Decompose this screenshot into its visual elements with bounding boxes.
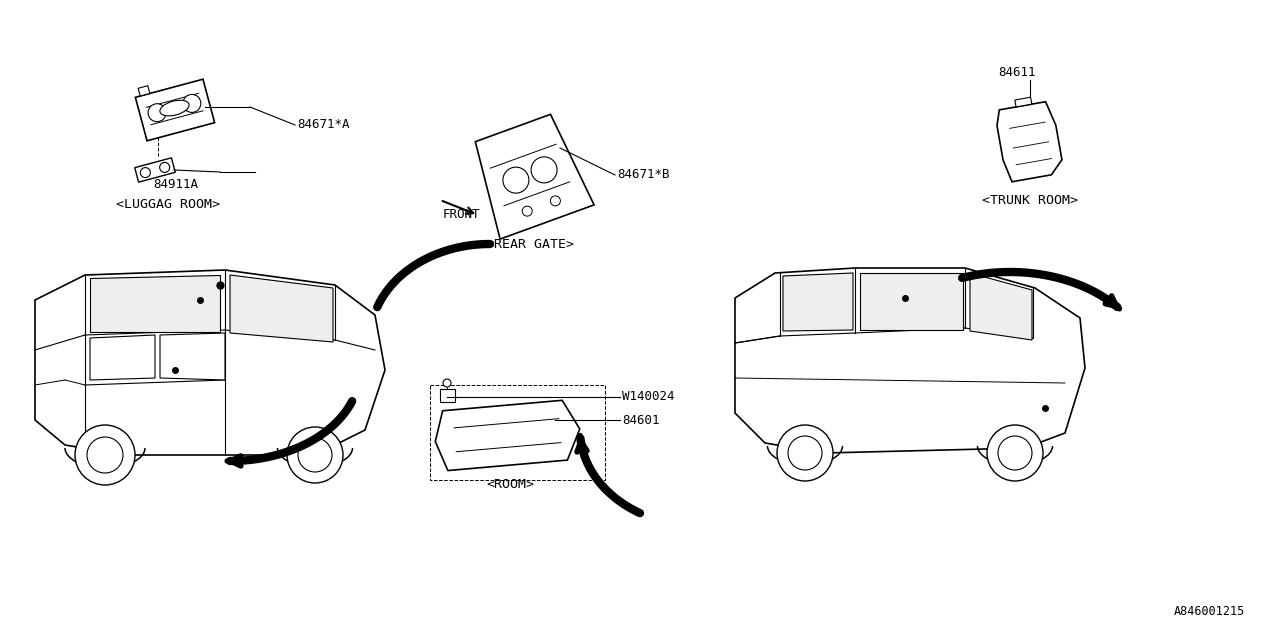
Polygon shape [90,335,155,380]
Circle shape [148,104,166,122]
Circle shape [443,379,451,387]
Polygon shape [160,333,225,380]
Text: <TRUNK ROOM>: <TRUNK ROOM> [982,193,1078,207]
Circle shape [87,437,123,473]
Text: 84611: 84611 [998,65,1036,79]
Polygon shape [475,115,594,239]
Text: 84671*B: 84671*B [617,168,669,182]
Circle shape [141,168,150,177]
Circle shape [777,425,833,481]
Circle shape [987,425,1043,481]
Text: A846001215: A846001215 [1174,605,1245,618]
Text: 84671*A: 84671*A [297,118,349,131]
Text: <REAR GATE>: <REAR GATE> [486,239,573,252]
Text: <LUGGAG ROOM>: <LUGGAG ROOM> [116,198,220,211]
Polygon shape [997,102,1062,182]
Polygon shape [134,158,175,182]
Circle shape [160,163,170,172]
Polygon shape [90,275,220,332]
Circle shape [531,157,557,183]
Circle shape [503,167,529,193]
Circle shape [788,436,822,470]
Circle shape [998,436,1032,470]
Polygon shape [435,401,580,470]
Circle shape [287,427,343,483]
Polygon shape [230,275,333,342]
Circle shape [76,425,134,485]
Polygon shape [783,273,852,331]
Text: 84911A: 84911A [154,179,198,191]
Text: 84601: 84601 [622,413,659,426]
Bar [430,385,605,480]
Polygon shape [138,86,150,96]
Text: <ROOM>: <ROOM> [486,479,534,492]
Polygon shape [970,273,1032,340]
Polygon shape [35,270,385,455]
Circle shape [522,206,532,216]
Circle shape [550,196,561,206]
Polygon shape [860,273,963,330]
Polygon shape [136,79,215,141]
Circle shape [298,438,332,472]
Polygon shape [1015,97,1032,107]
Text: FRONT: FRONT [443,209,480,221]
Circle shape [183,95,201,113]
Ellipse shape [160,100,189,116]
Text: W140024: W140024 [622,390,675,403]
Polygon shape [440,389,454,402]
Polygon shape [735,268,1085,453]
